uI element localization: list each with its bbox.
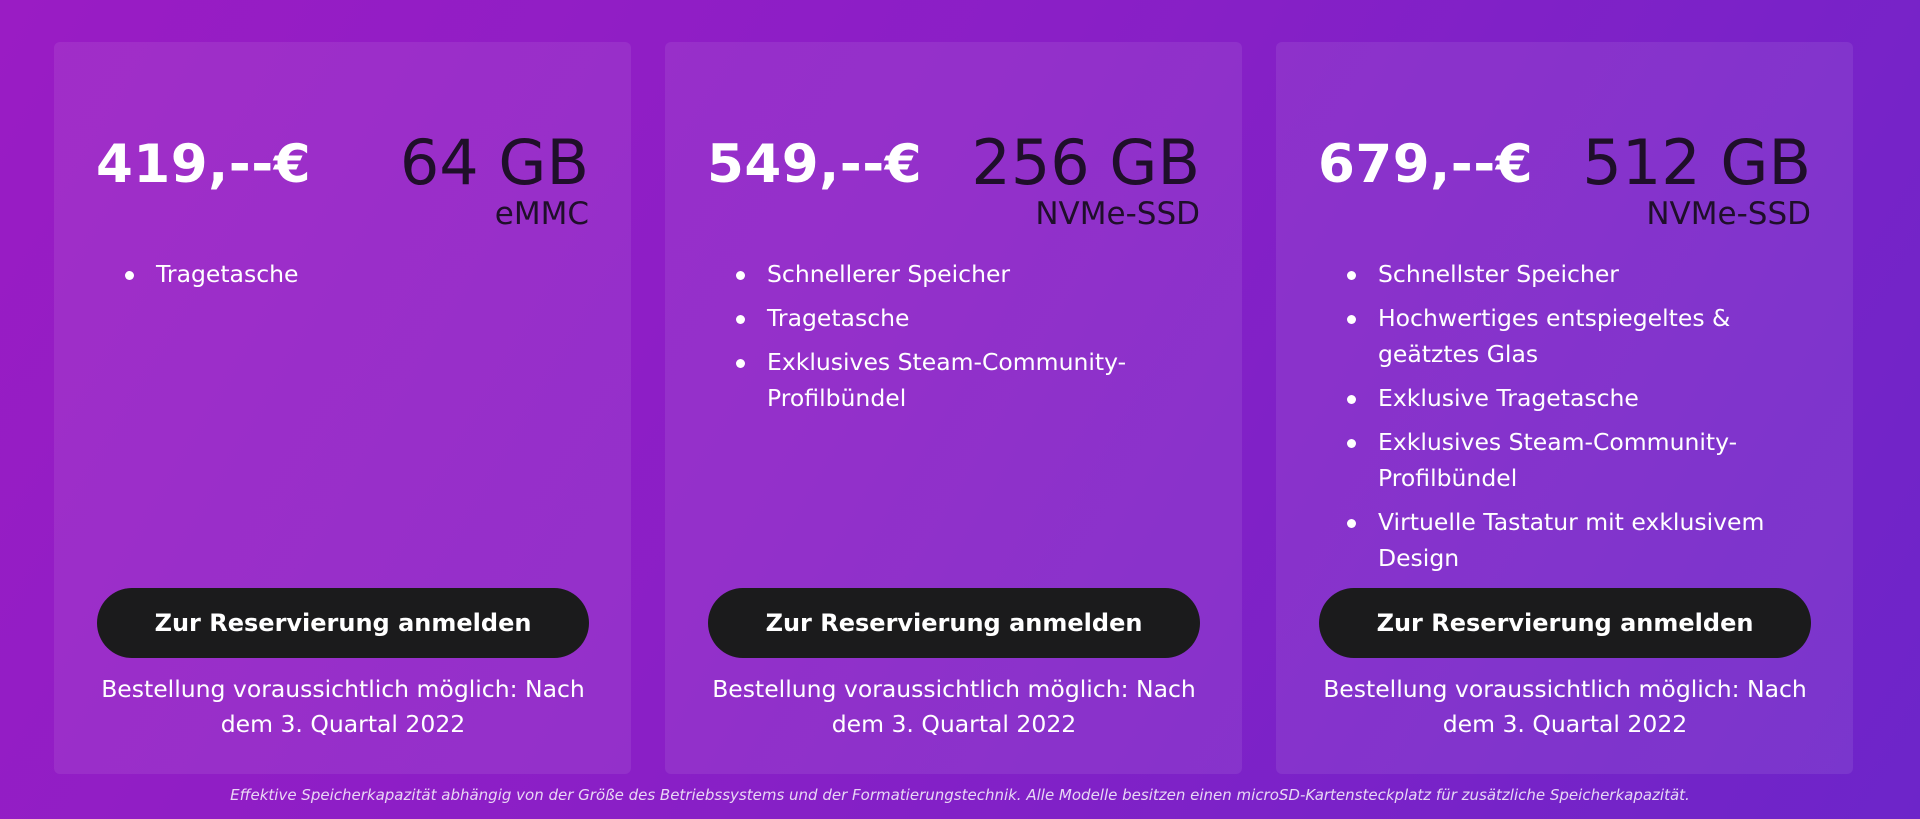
reserve-button[interactable]: Zur Reservierung anmelden xyxy=(97,588,589,658)
feature-item: Exklusives Steam-Community-Profilbündel xyxy=(725,344,1155,416)
feature-item: Virtuelle Tastatur mit exklusivem Design xyxy=(1336,504,1766,576)
order-availability-note: Bestellung voraussichtlich möglich: Nach… xyxy=(1323,675,1807,738)
price: 419,--€ xyxy=(96,134,312,195)
reserve-button[interactable]: Zur Reservierung anmelden xyxy=(1319,588,1811,658)
feature-item: Schnellster Speicher xyxy=(1336,256,1766,292)
reserve-button[interactable]: Zur Reservierung anmelden xyxy=(708,588,1200,658)
feature-item: Exklusive Tragetasche xyxy=(1336,380,1766,416)
feature-item: Tragetasche xyxy=(725,300,1155,336)
storage-capacity: 64 GB xyxy=(399,126,589,199)
pricing-card-256gb: 549,--€ 256 GB NVMe-SSD Schnellerer Spei… xyxy=(665,42,1242,774)
feature-item: Hochwertiges entspiegeltes & geätztes Gl… xyxy=(1336,300,1766,372)
storage-type: eMMC xyxy=(494,196,589,232)
feature-item: Exklusives Steam-Community-Profilbündel xyxy=(1336,424,1766,496)
order-availability-note: Bestellung voraussichtlich möglich: Nach… xyxy=(101,675,585,738)
order-availability-note: Bestellung voraussichtlich möglich: Nach… xyxy=(712,675,1196,738)
pricing-card-512gb: 679,--€ 512 GB NVMe-SSD Schnellster Spei… xyxy=(1276,42,1853,774)
pricing-card-64gb: 419,--€ 64 GB eMMC Tragetasche Zur Reser… xyxy=(54,42,631,774)
storage-footnote: Effektive Speicherkapazität abhängig von… xyxy=(230,786,1690,804)
storage-type: NVMe-SSD xyxy=(1035,196,1200,232)
storage-type: NVMe-SSD xyxy=(1646,196,1811,232)
price: 679,--€ xyxy=(1318,134,1534,195)
feature-list: Schnellster Speicher Hochwertiges entspi… xyxy=(1336,256,1766,584)
pricing-cards: 419,--€ 64 GB eMMC Tragetasche Zur Reser… xyxy=(54,42,1853,774)
feature-item: Tragetasche xyxy=(114,256,544,292)
feature-list: Schnellerer Speicher Tragetasche Exklusi… xyxy=(725,256,1155,424)
storage-capacity: 512 GB xyxy=(1582,126,1811,199)
feature-list: Tragetasche xyxy=(114,256,544,300)
price: 549,--€ xyxy=(707,134,923,195)
feature-item: Schnellerer Speicher xyxy=(725,256,1155,292)
storage-capacity: 256 GB xyxy=(971,126,1200,199)
